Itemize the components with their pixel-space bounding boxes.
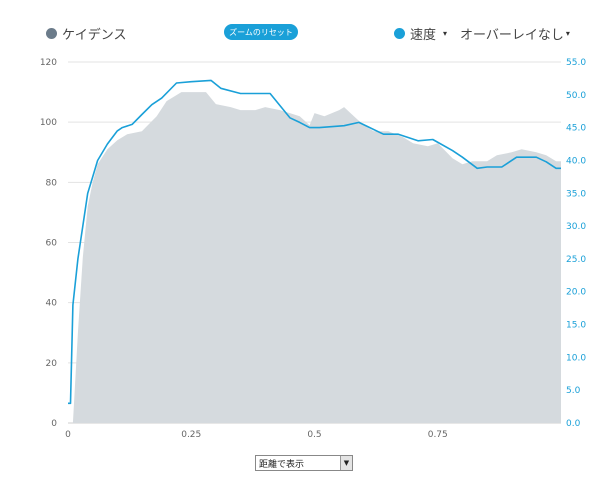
cadence-area — [72, 92, 562, 423]
right-axis-tick-label: 10.0 — [566, 353, 586, 363]
right-axis-tick-label: 30.0 — [566, 222, 586, 232]
speed-legend-label: 速度 — [410, 28, 437, 43]
overlay-dropdown-caret-icon: ▾ — [565, 29, 570, 38]
left-axis-tick-label: 60 — [46, 239, 58, 249]
x-axis-tick-label: 0.75 — [428, 430, 448, 440]
right-axis-tick-label: 20.0 — [566, 288, 586, 298]
speed-line — [68, 79, 561, 405]
left-axis-tick-label: 20 — [46, 359, 58, 369]
overlay-dropdown-label: オーバーレイなし — [460, 28, 564, 43]
right-axis-tick-label: 5.0 — [566, 386, 581, 396]
left-axis-tick-label: 0 — [51, 419, 57, 429]
speed-legend-dot — [394, 28, 405, 39]
select-arrow-icon[interactable]: ▼ — [340, 456, 352, 470]
x-axis-tick-label: 0.25 — [181, 430, 201, 440]
x-axis-tick-label: 0.5 — [307, 430, 321, 440]
speed-dropdown-caret-icon: ▾ — [443, 29, 448, 38]
left-axis-ticks: 0 20 40 60 80 100 120 — [40, 58, 57, 429]
right-axis-tick-label: 50.0 — [566, 91, 586, 101]
left-axis-tick-label: 40 — [46, 299, 58, 309]
right-axis-tick-label: 0.0 — [566, 419, 581, 429]
overlay-dropdown[interactable]: オーバーレイなし ▾ — [460, 24, 570, 43]
x-axis-tick-label: 0 — [65, 430, 71, 440]
right-axis-ticks: 0.0 5.0 10.0 15.0 20.0 25.0 30.0 35.0 40.0 45.0 50… — [566, 58, 586, 429]
right-axis-tick-label: 55.0 — [566, 58, 586, 68]
right-axis-tick-label: 25.0 — [566, 255, 586, 265]
x-mode-select[interactable]: 距離で表示 ▼ — [255, 455, 353, 471]
right-axis-tick-label: 15.0 — [566, 321, 586, 331]
reset-zoom-button[interactable]: ズームのリセット — [224, 24, 298, 40]
right-axis-tick-label: 35.0 — [566, 189, 586, 199]
right-axis-tick-label: 45.0 — [566, 124, 586, 134]
x-mode-select-value: 距離で表示 — [259, 459, 305, 470]
right-axis-tick-label: 40.0 — [566, 156, 586, 166]
left-axis-tick-label: 100 — [40, 118, 57, 128]
cadence-legend-dot — [46, 28, 57, 39]
speed-legend[interactable]: 速度 ▾ — [394, 24, 447, 43]
x-axis-ticks: 0 0.25 0.5 0.75 — [65, 430, 448, 440]
cadence-legend-label: ケイデンス — [62, 28, 127, 43]
left-axis-tick-label: 120 — [40, 58, 57, 68]
left-axis-tick-label: 80 — [46, 178, 58, 188]
cadence-area-layer — [72, 92, 562, 423]
cadence-legend[interactable]: ケイデンス — [46, 24, 126, 43]
speed-line-layer — [68, 79, 561, 405]
